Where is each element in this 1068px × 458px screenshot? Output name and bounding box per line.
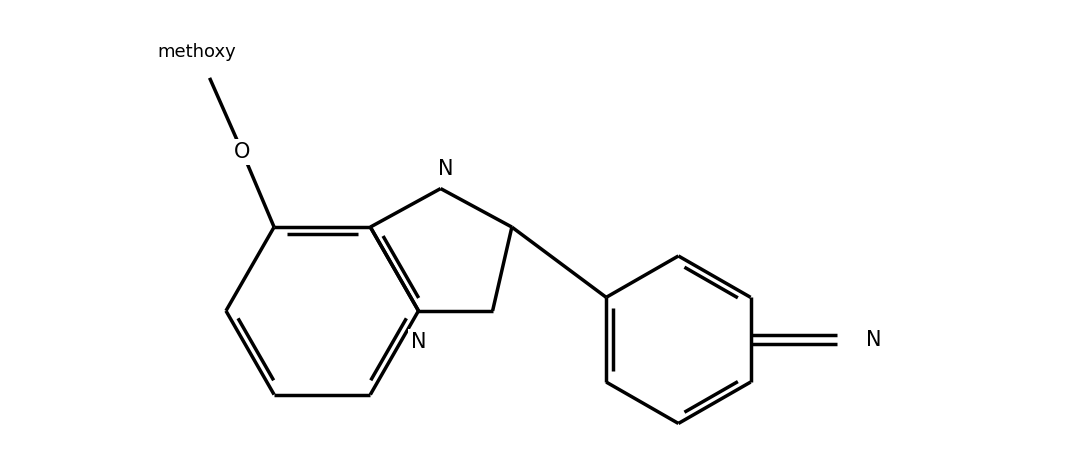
- Text: O: O: [234, 142, 251, 162]
- Text: N: N: [866, 330, 881, 350]
- Text: methoxy: methoxy: [158, 43, 236, 60]
- Text: N: N: [438, 159, 453, 179]
- Text: N: N: [411, 332, 426, 352]
